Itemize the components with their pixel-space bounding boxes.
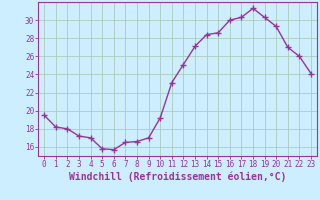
X-axis label: Windchill (Refroidissement éolien,°C): Windchill (Refroidissement éolien,°C) xyxy=(69,172,286,182)
